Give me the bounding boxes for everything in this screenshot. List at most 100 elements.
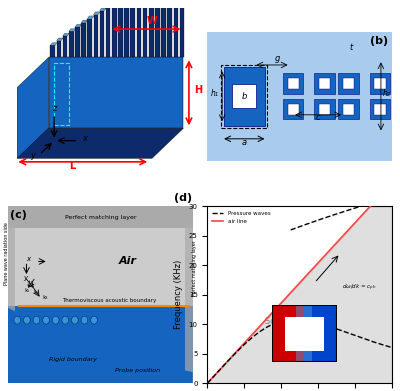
Pressure waves bbox=[316, 321, 320, 325]
Line: air line: air line bbox=[207, 183, 392, 383]
Polygon shape bbox=[100, 8, 106, 11]
Polygon shape bbox=[161, 0, 166, 57]
Polygon shape bbox=[87, 19, 92, 57]
Polygon shape bbox=[180, 0, 184, 57]
Legend: Pressure waves, air line: Pressure waves, air line bbox=[210, 209, 273, 226]
Circle shape bbox=[14, 316, 20, 324]
Text: x: x bbox=[82, 134, 87, 143]
Bar bbox=[8, 206, 193, 306]
Polygon shape bbox=[137, 0, 141, 57]
Polygon shape bbox=[143, 0, 147, 57]
Bar bbox=[374, 104, 386, 115]
Pressure waves bbox=[206, 380, 210, 385]
Polygon shape bbox=[87, 16, 94, 19]
Text: Sound Cone: Sound Cone bbox=[265, 317, 316, 326]
Pressure waves bbox=[318, 321, 323, 326]
Polygon shape bbox=[112, 1, 118, 4]
Polygon shape bbox=[75, 24, 82, 27]
Text: x: x bbox=[26, 256, 30, 262]
Text: kᵢ: kᵢ bbox=[24, 289, 29, 293]
Text: Plane wave radiation side: Plane wave radiation side bbox=[4, 222, 9, 285]
Polygon shape bbox=[149, 0, 154, 57]
Polygon shape bbox=[167, 0, 172, 57]
Text: H: H bbox=[194, 85, 202, 95]
Polygon shape bbox=[50, 43, 57, 45]
Polygon shape bbox=[100, 11, 104, 57]
Text: (b): (b) bbox=[370, 36, 388, 46]
air line bbox=[390, 180, 394, 185]
Bar bbox=[288, 104, 299, 115]
Pressure waves bbox=[373, 340, 378, 345]
Text: Probe position: Probe position bbox=[115, 368, 160, 373]
Bar bbox=[283, 73, 303, 93]
Line: Pressure waves: Pressure waves bbox=[207, 319, 392, 383]
Bar bbox=[338, 99, 359, 119]
Circle shape bbox=[72, 316, 78, 324]
Text: h₁: h₁ bbox=[211, 90, 219, 99]
Bar bbox=[185, 206, 193, 383]
Polygon shape bbox=[63, 36, 67, 57]
Text: a: a bbox=[242, 138, 247, 147]
Pressure waves bbox=[361, 336, 366, 341]
Bar bbox=[232, 84, 256, 108]
Bar bbox=[338, 73, 359, 93]
Bar bbox=[8, 206, 15, 383]
Polygon shape bbox=[81, 20, 88, 23]
air line bbox=[315, 261, 320, 266]
Bar bbox=[319, 104, 330, 115]
Bar bbox=[8, 206, 193, 228]
Bar bbox=[343, 104, 354, 115]
Bar bbox=[221, 65, 267, 128]
Text: c: c bbox=[316, 113, 320, 122]
Pressure waves bbox=[390, 345, 394, 350]
Bar bbox=[370, 73, 390, 93]
Polygon shape bbox=[94, 14, 98, 57]
Text: (c): (c) bbox=[10, 210, 27, 220]
Text: Air: Air bbox=[119, 256, 137, 266]
Bar bbox=[224, 67, 265, 126]
Polygon shape bbox=[69, 29, 75, 31]
Text: b: b bbox=[242, 92, 247, 101]
Circle shape bbox=[24, 316, 30, 324]
Text: kₜ: kₜ bbox=[42, 295, 48, 300]
Text: Perfect matching layer: Perfect matching layer bbox=[192, 240, 197, 296]
Text: Perfect matching layer: Perfect matching layer bbox=[64, 215, 136, 220]
Text: Thermoviscous acoustic boundary: Thermoviscous acoustic boundary bbox=[62, 298, 157, 303]
Text: h₂: h₂ bbox=[382, 90, 390, 99]
Text: Rigid boundary: Rigid boundary bbox=[49, 357, 97, 362]
Polygon shape bbox=[124, 0, 129, 57]
Bar bbox=[314, 73, 335, 93]
Polygon shape bbox=[57, 38, 63, 41]
Bar bbox=[374, 78, 386, 89]
Circle shape bbox=[62, 316, 68, 324]
Text: W: W bbox=[147, 16, 157, 26]
Polygon shape bbox=[17, 128, 183, 158]
air line bbox=[360, 212, 365, 216]
Bar bbox=[288, 78, 299, 89]
Polygon shape bbox=[174, 0, 178, 57]
Polygon shape bbox=[155, 0, 160, 57]
Text: t: t bbox=[350, 43, 353, 52]
Polygon shape bbox=[75, 27, 80, 57]
Polygon shape bbox=[50, 45, 55, 57]
Pressure waves bbox=[205, 381, 210, 386]
Bar bbox=[8, 306, 193, 383]
Pressure waves bbox=[293, 317, 298, 322]
Bar bbox=[319, 78, 330, 89]
Text: kᵣ: kᵣ bbox=[33, 290, 38, 294]
Polygon shape bbox=[17, 57, 49, 158]
Text: $d\omega$/$dk$ = $c_{ph}$: $d\omega$/$dk$ = $c_{ph}$ bbox=[342, 282, 376, 292]
Polygon shape bbox=[57, 41, 61, 57]
Polygon shape bbox=[118, 0, 123, 57]
Text: y: y bbox=[31, 151, 36, 160]
air line bbox=[206, 380, 210, 385]
air line bbox=[372, 199, 377, 204]
Polygon shape bbox=[94, 12, 100, 14]
Circle shape bbox=[91, 316, 97, 324]
Text: y: y bbox=[24, 275, 28, 281]
air line bbox=[314, 262, 319, 267]
Text: g: g bbox=[275, 54, 280, 63]
Y-axis label: Frequency (KHz): Frequency (KHz) bbox=[174, 260, 183, 329]
air line bbox=[318, 258, 323, 263]
Polygon shape bbox=[112, 4, 117, 57]
